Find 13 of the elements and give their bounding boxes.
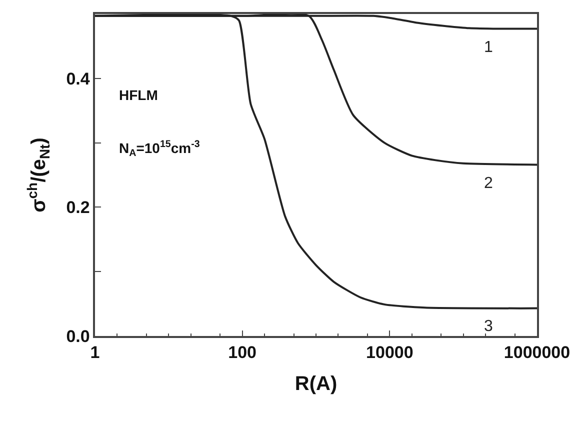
y-tick-label: 0.0 <box>66 326 90 346</box>
x-tick-label: 10000 <box>366 343 414 362</box>
annotation: N$_{A}$=10$^{15}$cm$^{-3}$ <box>119 139 200 159</box>
x-tick-label: 1000000 <box>504 343 570 362</box>
y-tick-label: 0.2 <box>66 198 90 218</box>
x-tick-label: 100 <box>228 343 257 362</box>
series-label: 1 <box>484 39 493 56</box>
y-tick-label: 0.4 <box>66 69 90 88</box>
series-label: 2 <box>484 175 493 192</box>
x-tick-label: 1 <box>90 343 100 362</box>
annotation: HFLM <box>119 87 158 103</box>
x-axis-title: R(A) <box>294 373 338 396</box>
series-label: 3 <box>484 318 493 335</box>
